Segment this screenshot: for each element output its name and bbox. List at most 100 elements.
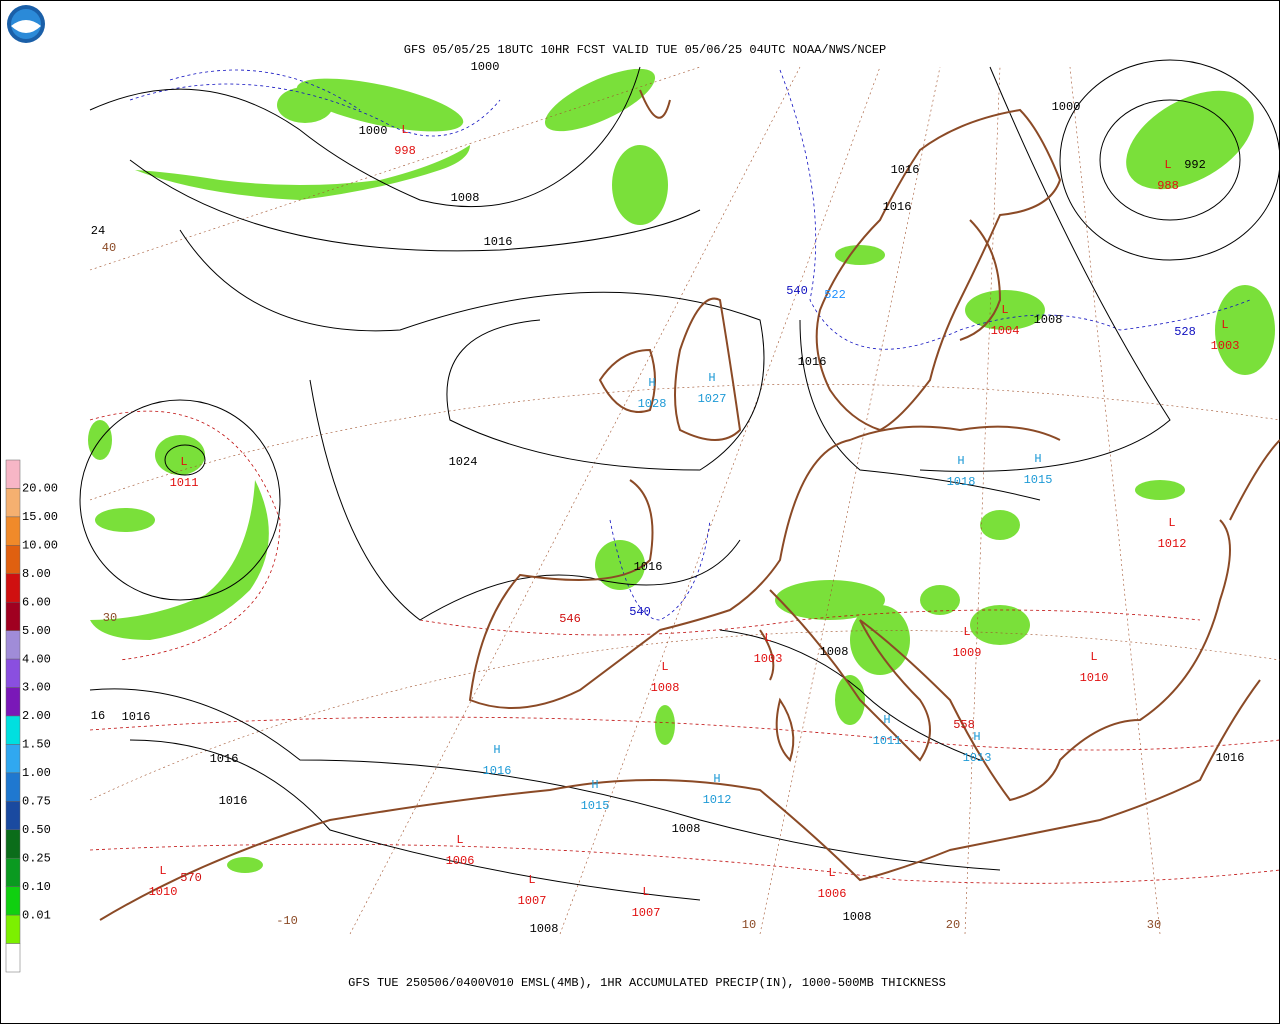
isobars (79, 59, 1280, 901)
center-pressure: 1018 (947, 475, 976, 489)
center-letter: H (493, 743, 500, 757)
legend-swatch (5, 516, 21, 546)
center-letter: H (1034, 452, 1041, 466)
legend-swatch (5, 715, 21, 745)
legend-label: 0.75 (22, 795, 51, 809)
legend-swatch (5, 687, 21, 717)
legend-swatch (5, 744, 21, 774)
center-pressure: 1012 (1158, 537, 1187, 551)
center-pressure: 1015 (1024, 473, 1053, 487)
center-letter: L (180, 455, 187, 469)
legend-swatch (5, 886, 21, 916)
legend-swatch (5, 573, 21, 603)
center-letter: H (648, 376, 655, 390)
center-letter: L (764, 631, 771, 645)
isobar-label: 1016 (634, 560, 663, 574)
center-letter: L (456, 833, 463, 847)
center-pressure: 1003 (1211, 339, 1240, 353)
legend-label: 15.00 (22, 510, 58, 524)
isobar-label: 1008 (451, 191, 480, 205)
map-caption: GFS TUE 250506/0400V010 EMSL(4MB), 1HR A… (348, 976, 946, 990)
legend-label: 6.00 (22, 595, 51, 609)
center-letter: L (1164, 158, 1171, 172)
map-labels: L 998 L 988 L 1004 L 1003 H 1028 H 1027 L 1011 H 1018 H 1… (91, 60, 1245, 936)
noaa-logo (7, 5, 45, 43)
isobar-label: 1000 (359, 124, 388, 138)
legend-label: 5.00 (22, 624, 51, 638)
legend-label: 0.25 (22, 851, 51, 865)
precip-legend: 20.00 15.00 10.00 8.00 6.00 5.00 4.00 3.00 2.00 1… (5, 459, 58, 973)
thickness-label: -10 (276, 914, 298, 928)
thickness-label: 30 (103, 611, 117, 625)
center-letter: H (973, 730, 980, 744)
thickness-label: 20 (946, 918, 960, 932)
center-letter: L (528, 873, 535, 887)
center-letter: H (708, 371, 715, 385)
center-pressure: 1007 (518, 894, 547, 908)
thickness-label: 10 (742, 918, 756, 932)
legend-swatch (5, 488, 21, 518)
legend-swatch (5, 601, 21, 631)
isobar-label: 1016 (122, 710, 151, 724)
isobar-label: 1016 (1216, 751, 1245, 765)
legend-label: 8.00 (22, 567, 51, 581)
center-pressure: 1008 (651, 681, 680, 695)
isobar-label: 1016 (798, 355, 827, 369)
thickness-label: 528 (1174, 325, 1196, 339)
isobar-label: 1024 (449, 455, 478, 469)
center-letter: H (883, 713, 890, 727)
thickness-label: 540 (629, 605, 651, 619)
center-pressure: 1016 (483, 764, 512, 778)
legend-label: 0.10 (22, 880, 51, 894)
center-pressure: 1010 (149, 885, 178, 899)
legend-swatch (5, 630, 21, 660)
graticule (89, 66, 1280, 935)
center-pressure: 1013 (963, 751, 992, 765)
isobar-label: 1008 (843, 910, 872, 924)
center-pressure: 1015 (581, 799, 610, 813)
isobar-label: 1016 (883, 200, 912, 214)
isobar-label: 992 (1184, 158, 1206, 172)
legend-swatch (5, 772, 21, 802)
isobar-label: 24 (91, 224, 105, 238)
legend-label: 1.50 (22, 738, 51, 752)
center-letter: L (159, 864, 166, 878)
thickness-label: 540 (786, 284, 808, 298)
center-letter: L (661, 660, 668, 674)
legend-swatch (5, 459, 21, 489)
legend-label: 1.00 (22, 766, 51, 780)
center-pressure: 1011 (170, 476, 199, 490)
center-pressure: 1011 (873, 734, 902, 748)
isobar-label: 1000 (1052, 100, 1081, 114)
thickness-lines (89, 69, 1280, 884)
center-letter: L (1168, 516, 1175, 530)
center-pressure: 988 (1157, 179, 1179, 193)
thickness-label: 570 (180, 871, 202, 885)
center-letter: L (963, 625, 970, 639)
isobar-label: 1008 (1034, 313, 1063, 327)
center-letter: L (642, 885, 649, 899)
center-pressure: 1010 (1080, 671, 1109, 685)
legend-label: 10.00 (22, 539, 58, 553)
thickness-label: 546 (559, 612, 581, 626)
center-pressure: 1009 (953, 646, 982, 660)
center-pressure: 1006 (818, 887, 847, 901)
center-pressure: 1028 (638, 397, 667, 411)
isobar-label: 1016 (484, 235, 513, 249)
coastlines (99, 89, 1280, 921)
isobar-label: 1000 (471, 60, 500, 74)
thickness-label: 522 (824, 288, 846, 302)
legend-swatch (5, 857, 21, 887)
center-letter: L (1090, 650, 1097, 664)
center-letter: L (828, 866, 835, 880)
isobar-label: 1008 (672, 822, 701, 836)
legend-label: 0.50 (22, 823, 51, 837)
isobar-label: 1016 (891, 163, 920, 177)
legend-swatch (5, 943, 21, 973)
legend-label: 4.00 (22, 652, 51, 666)
map-title: GFS 05/05/25 18UTC 10HR FCST VALID TUE 0… (404, 43, 886, 57)
center-letter: H (957, 454, 964, 468)
legend-label: 0.01 (22, 908, 51, 922)
center-pressure: 1012 (703, 793, 732, 807)
